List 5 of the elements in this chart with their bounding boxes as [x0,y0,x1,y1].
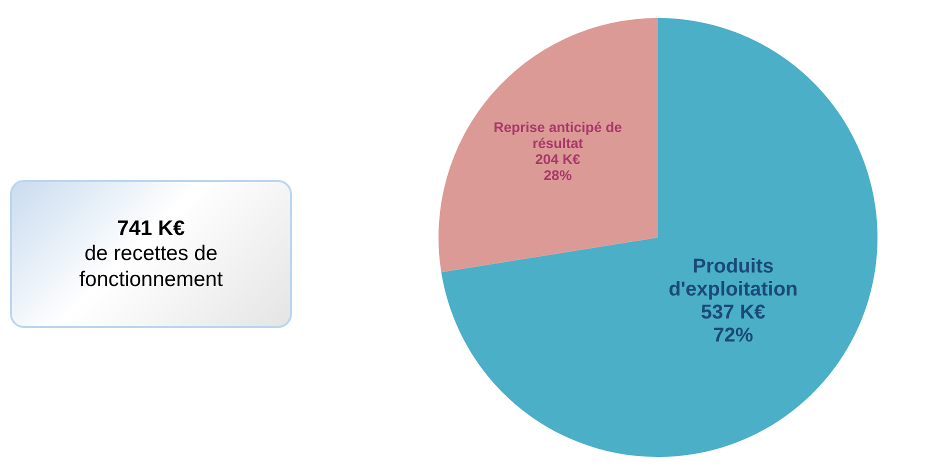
slice-label: Produits d'exploitation [668,256,798,301]
data-label: 204 K€ 28% [535,150,581,184]
text-card: 741 K€ de recettes de fonctionnement [10,180,292,328]
slice-label: Reprise anticipé de résultat [494,118,622,151]
data-label: 537 K€ 72% [700,302,766,347]
